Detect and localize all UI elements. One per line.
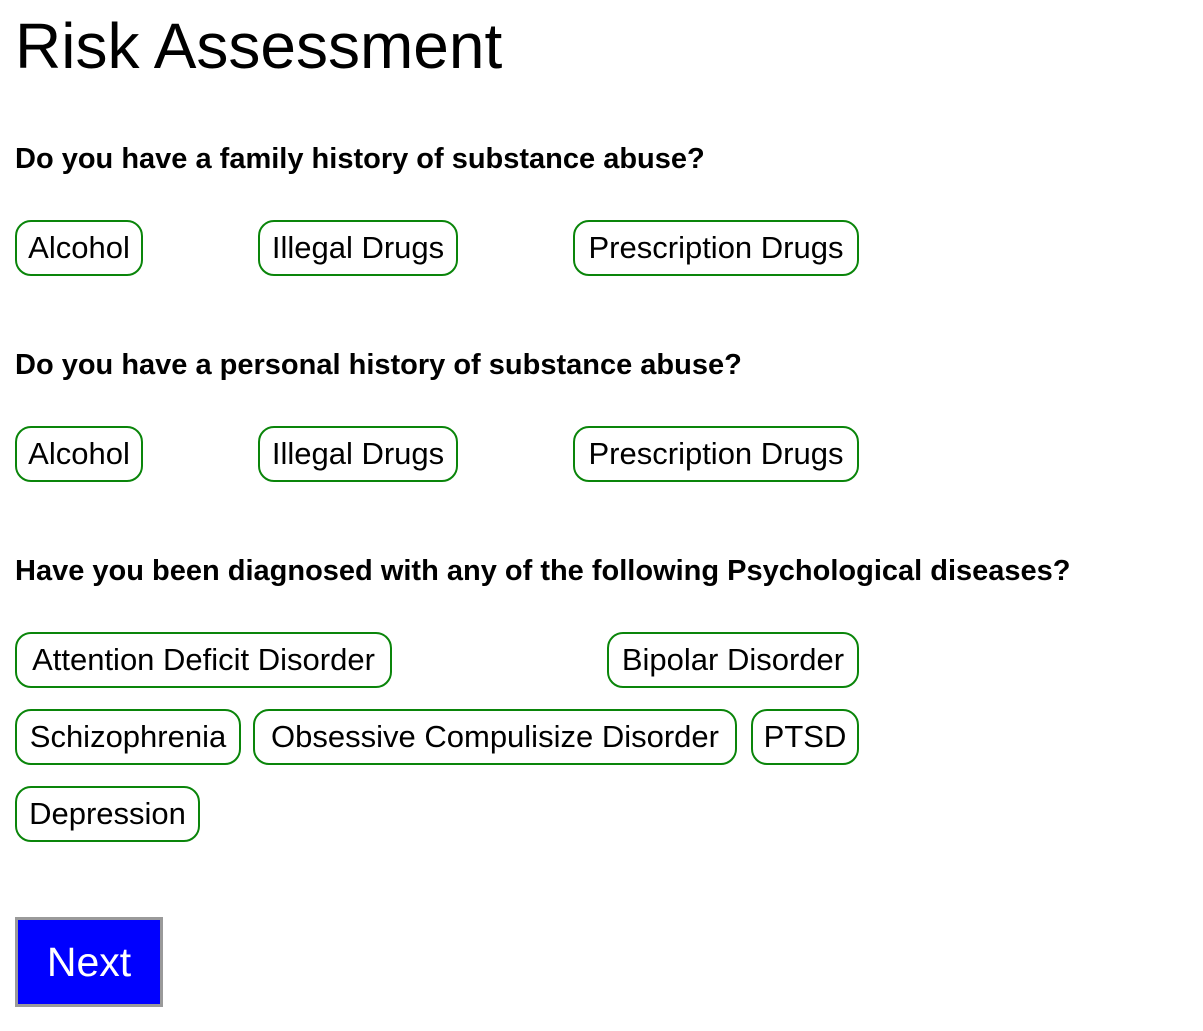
personal-illegal-drugs-option[interactable]: Illegal Drugs <box>258 426 458 482</box>
depression-option[interactable]: Depression <box>15 786 200 842</box>
page-title: Risk Assessment <box>15 10 503 82</box>
family-alcohol-option[interactable]: Alcohol <box>15 220 143 276</box>
attention-deficit-disorder-option[interactable]: Attention Deficit Disorder <box>15 632 392 688</box>
personal-alcohol-option[interactable]: Alcohol <box>15 426 143 482</box>
next-button[interactable]: Next <box>15 917 163 1007</box>
bipolar-disorder-option[interactable]: Bipolar Disorder <box>607 632 859 688</box>
question-personal-history: Do you have a personal history of substa… <box>15 349 742 381</box>
ptsd-option[interactable]: PTSD <box>751 709 859 765</box>
question-family-history: Do you have a family history of substanc… <box>15 143 705 175</box>
personal-prescription-drugs-option[interactable]: Prescription Drugs <box>573 426 859 482</box>
family-illegal-drugs-option[interactable]: Illegal Drugs <box>258 220 458 276</box>
obsessive-compulsive-disorder-option[interactable]: Obsessive Compulisize Disorder <box>253 709 737 765</box>
family-prescription-drugs-option[interactable]: Prescription Drugs <box>573 220 859 276</box>
question-psychological-diseases: Have you been diagnosed with any of the … <box>15 555 1071 587</box>
schizophrenia-option[interactable]: Schizophrenia <box>15 709 241 765</box>
